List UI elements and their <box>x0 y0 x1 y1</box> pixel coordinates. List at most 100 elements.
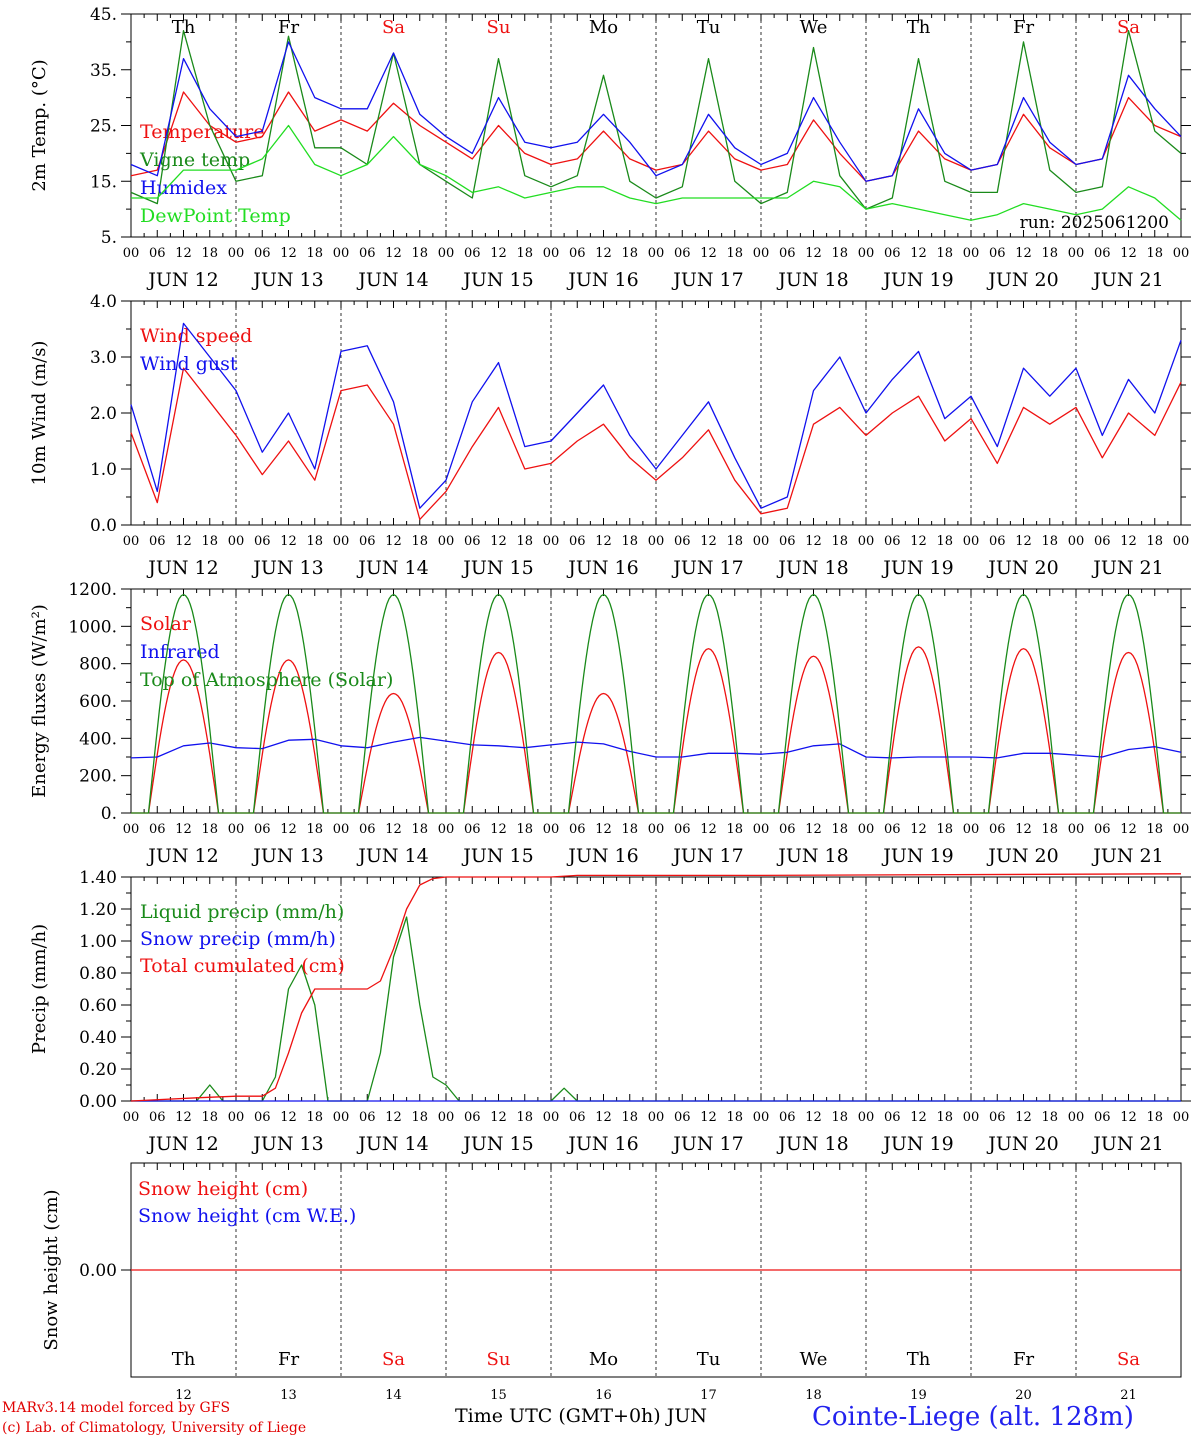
x-hour-label: 06 <box>989 534 1006 549</box>
series-infrared <box>130 736 1182 759</box>
day-name-label: Mo <box>589 1349 618 1370</box>
x-date-label: JUN 17 <box>671 269 743 291</box>
x-hour-label: 06 <box>254 1110 271 1125</box>
x-hour-label: 12 <box>490 246 507 261</box>
x-hour-label: 12 <box>175 1110 192 1125</box>
x-date-label: JUN 21 <box>1091 269 1163 291</box>
x-hour-label: 18 <box>1146 1110 1163 1125</box>
x-hour-label: 06 <box>464 246 481 261</box>
x-hour-label: 12 <box>1120 822 1137 837</box>
x-hour-label: 00 <box>858 246 875 261</box>
x-hour-label: 00 <box>963 822 980 837</box>
x-hour-label: 12 <box>385 1110 402 1125</box>
x-hour-label: 12 <box>700 1110 717 1125</box>
x-hour-label: 12 <box>1015 246 1032 261</box>
y-tick-label: 800. <box>79 655 117 675</box>
x-hour-label: 00 <box>963 534 980 549</box>
x-date-label: JUN 21 <box>1091 1133 1163 1155</box>
x-date-label: JUN 17 <box>671 557 743 579</box>
x-hour-label: 18 <box>1041 822 1058 837</box>
x-hour-label: 06 <box>359 1110 376 1125</box>
x-hour-label: 06 <box>464 822 481 837</box>
x-hour-label: 06 <box>989 822 1006 837</box>
x-hour-label: 00 <box>1173 822 1190 837</box>
x-hour-label: 12 <box>805 246 822 261</box>
x-hour-label: 12 <box>1015 1110 1032 1125</box>
y-tick-label: 35. <box>90 61 117 81</box>
x-hour-label: 00 <box>543 534 560 549</box>
x-hour-label: 12 <box>175 534 192 549</box>
day-number-label: 19 <box>910 1388 927 1403</box>
x-hour-label: 00 <box>1173 534 1190 549</box>
x-hour-label: 06 <box>464 1110 481 1125</box>
legend-liquid-precip-mm-h: Liquid precip (mm/h) <box>140 901 344 923</box>
x-hour-label: 00 <box>1173 246 1190 261</box>
x-hour-label: 18 <box>411 822 428 837</box>
day-name-label: Th <box>172 1349 196 1370</box>
x-hour-label: 06 <box>1094 822 1111 837</box>
x-hour-label: 12 <box>805 1110 822 1125</box>
x-hour-label: 06 <box>464 534 481 549</box>
x-hour-label: 18 <box>411 246 428 261</box>
x-hour-label: 12 <box>1120 246 1137 261</box>
x-hour-label: 12 <box>595 246 612 261</box>
x-date-label: JUN 19 <box>881 1133 953 1155</box>
x-date-label: JUN 15 <box>461 269 533 291</box>
y-tick-label: 0.00 <box>79 1092 117 1112</box>
x-hour-label: 00 <box>858 1110 875 1125</box>
day-number-label: 20 <box>1015 1388 1032 1403</box>
x-date-label: JUN 14 <box>356 845 428 867</box>
x-hour-label: 12 <box>385 822 402 837</box>
y-tick-label: 2.0 <box>90 404 117 424</box>
x-date-label: JUN 17 <box>671 1133 743 1155</box>
x-hour-label: 18 <box>201 534 218 549</box>
day-name-label: Mo <box>589 17 618 38</box>
x-date-label: JUN 13 <box>251 557 323 579</box>
x-hour-label: 18 <box>516 246 533 261</box>
x-hour-label: 06 <box>569 246 586 261</box>
legend-dewpoint-temp: DewPoint Temp <box>140 205 291 227</box>
x-hour-label: 06 <box>569 1110 586 1125</box>
y-tick-label: 0.80 <box>79 964 117 984</box>
x-hour-label: 06 <box>149 246 166 261</box>
x-date-label: JUN 19 <box>881 845 953 867</box>
day-number-label: 17 <box>700 1388 717 1403</box>
x-hour-label: 12 <box>490 534 507 549</box>
x-hour-label: 12 <box>280 246 297 261</box>
x-axis-title: Time UTC (GMT+0h) JUN <box>455 1405 707 1427</box>
x-hour-label: 00 <box>753 1110 770 1125</box>
x-hour-label: 00 <box>543 1110 560 1125</box>
legend-wind-speed: Wind speed <box>140 325 252 347</box>
x-date-label: JUN 19 <box>881 557 953 579</box>
x-date-label: JUN 12 <box>146 557 218 579</box>
x-hour-label: 18 <box>936 822 953 837</box>
x-hour-label: 18 <box>1041 534 1058 549</box>
x-hour-label: 00 <box>543 822 560 837</box>
x-hour-label: 18 <box>516 1110 533 1125</box>
x-hour-label: 18 <box>306 1110 323 1125</box>
x-hour-label: 18 <box>1041 1110 1058 1125</box>
x-hour-label: 18 <box>1146 534 1163 549</box>
day-name-label: Sa <box>1117 17 1140 38</box>
x-hour-label: 12 <box>1120 534 1137 549</box>
x-hour-label: 00 <box>753 822 770 837</box>
x-date-label: JUN 16 <box>566 845 638 867</box>
x-hour-label: 12 <box>805 822 822 837</box>
y-tick-label: 0.00 <box>79 1261 117 1281</box>
x-hour-label: 06 <box>149 822 166 837</box>
x-date-label: JUN 21 <box>1091 557 1163 579</box>
x-hour-label: 00 <box>648 822 665 837</box>
x-hour-label: 12 <box>1015 534 1032 549</box>
x-hour-label: 00 <box>228 534 245 549</box>
x-hour-label: 12 <box>490 1110 507 1125</box>
x-hour-label: 00 <box>648 246 665 261</box>
y-tick-label: 45. <box>90 5 117 25</box>
x-date-label: JUN 20 <box>986 269 1058 291</box>
y-axis-label: 10m Wind (m/s) <box>29 341 50 486</box>
x-date-label: JUN 17 <box>671 845 743 867</box>
x-hour-label: 06 <box>989 246 1006 261</box>
x-hour-label: 00 <box>228 1110 245 1125</box>
day-name-label: Fr <box>278 1349 299 1370</box>
x-hour-label: 12 <box>700 246 717 261</box>
